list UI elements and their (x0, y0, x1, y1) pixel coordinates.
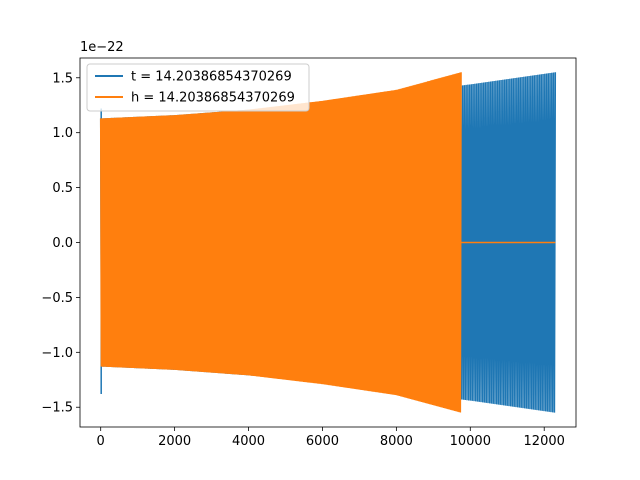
x-tick-label: 10000 (450, 434, 491, 449)
x-tick-label: 4000 (232, 434, 265, 449)
x-tick-label: 12000 (524, 434, 565, 449)
x-tick-label: 6000 (306, 434, 339, 449)
x-axis-ticks: 0 2000 4000 6000 8000 10000 12000 (97, 427, 565, 449)
y-tick-label: 1.5 (52, 71, 73, 86)
x-tick-label: 2000 (158, 434, 191, 449)
x-tick-label: 8000 (380, 434, 413, 449)
y-tick-label: −1.5 (41, 401, 73, 416)
y-axis-ticks: −1.5 −1.0 −0.5 0.0 0.5 1.0 1.5 (41, 71, 80, 416)
y-tick-label: 0.0 (52, 236, 73, 251)
y-tick-label: 0.5 (52, 181, 73, 196)
x-tick-label: 0 (97, 434, 105, 449)
legend: t = 14.20386854370269 h = 14.20386854370… (86, 63, 310, 112)
y-offset-text: 1e−22 (80, 40, 124, 55)
legend-label-t: t = 14.20386854370269 (131, 70, 292, 85)
legend-box (86, 63, 310, 112)
legend-label-h: h = 14.20386854370269 (131, 91, 295, 106)
y-tick-label: −0.5 (41, 291, 73, 306)
y-tick-label: −1.0 (41, 346, 73, 361)
series-h-line (99, 72, 462, 413)
y-tick-label: 1.0 (52, 126, 73, 141)
